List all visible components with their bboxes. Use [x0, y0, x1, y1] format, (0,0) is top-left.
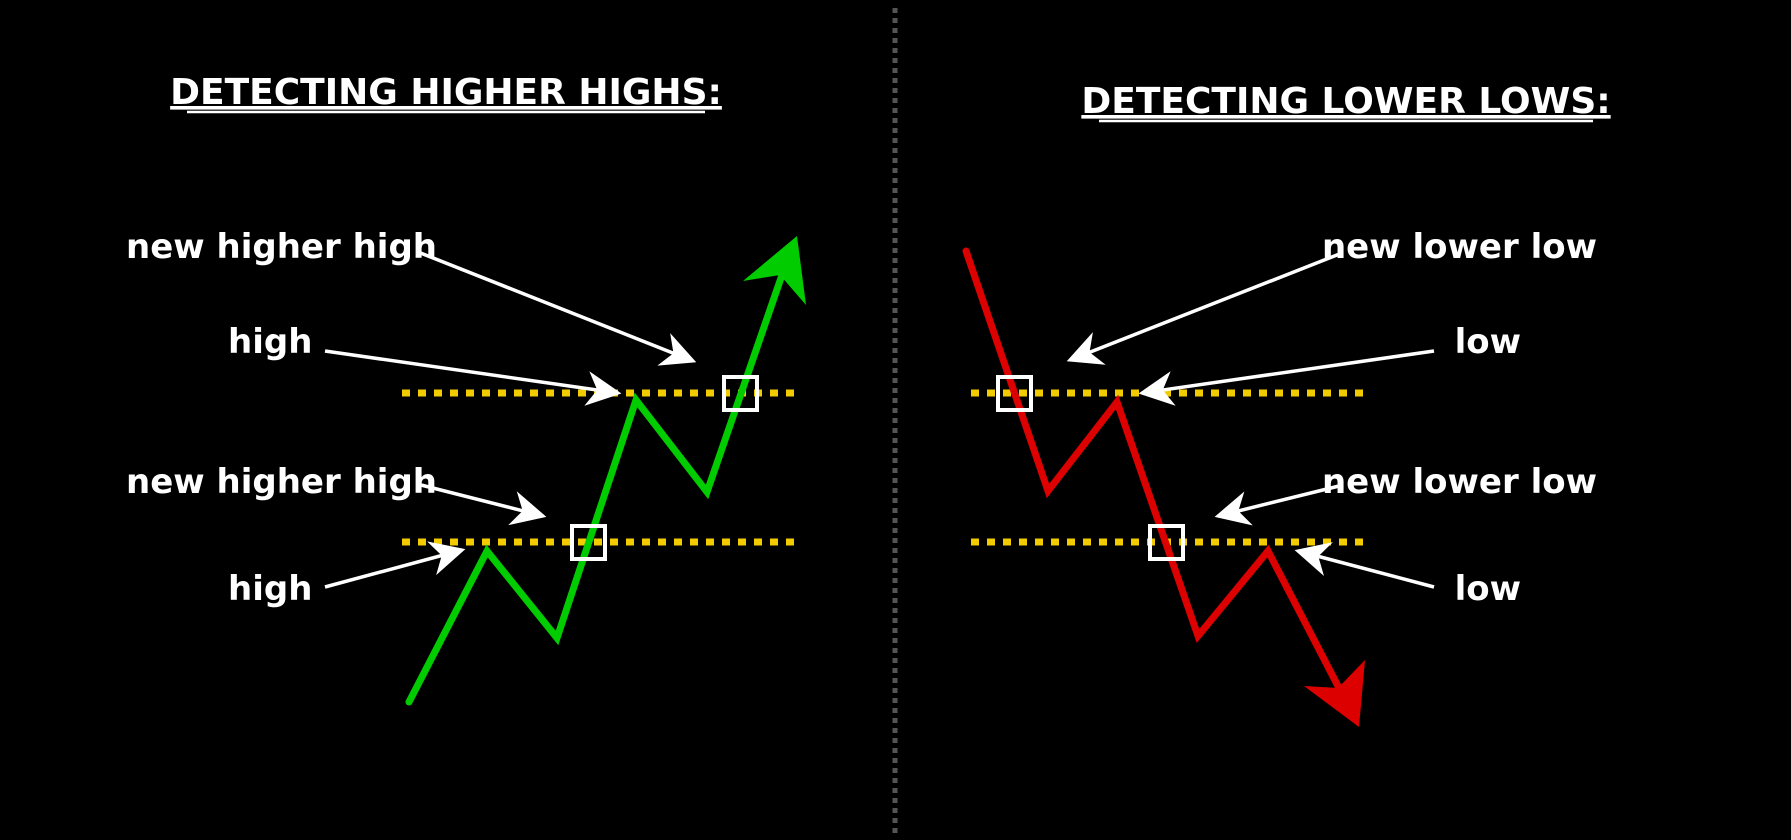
- left-panel-title: DETECTING HIGHER HIGHS:: [170, 72, 722, 113]
- label-new-higher-high-bottom: new higher high: [126, 462, 437, 502]
- label-low-bottom: low: [1455, 569, 1521, 609]
- arrow-new-higher-high-top: [417, 250, 697, 366]
- left-breakout-box-lower: [570, 524, 607, 561]
- uptrend-arrowhead: [743, 236, 806, 305]
- arrow-high-top: [324, 349, 622, 406]
- left-breakout-box-upper: [722, 375, 759, 412]
- label-low-top: low: [1455, 322, 1521, 362]
- arrow-new-lower-low-top: [1066, 251, 1343, 365]
- arrow-low-top: [1138, 349, 1435, 406]
- label-new-lower-low-bottom: new lower low: [1322, 462, 1597, 502]
- downtrend-price-line: [962, 247, 1344, 694]
- arrow-new-higher-high-bottom: [420, 483, 547, 526]
- right-breakout-box-lower: [1148, 524, 1185, 561]
- label-high-bottom: high: [228, 569, 312, 609]
- arrow-new-lower-low-bottom: [1214, 484, 1340, 526]
- label-new-lower-low-top: new lower low: [1322, 227, 1597, 267]
- downtrend-arrowhead: [1304, 660, 1365, 727]
- right-panel-title: DETECTING LOWER LOWS:: [1081, 81, 1610, 122]
- arrow-high-bottom: [324, 541, 466, 589]
- right-breakout-box-upper: [996, 375, 1033, 412]
- label-new-higher-high-top: new higher high: [126, 227, 437, 267]
- arrow-low-bottom: [1294, 542, 1435, 589]
- uptrend-price-line: [405, 271, 786, 706]
- label-high-top: high: [228, 322, 312, 362]
